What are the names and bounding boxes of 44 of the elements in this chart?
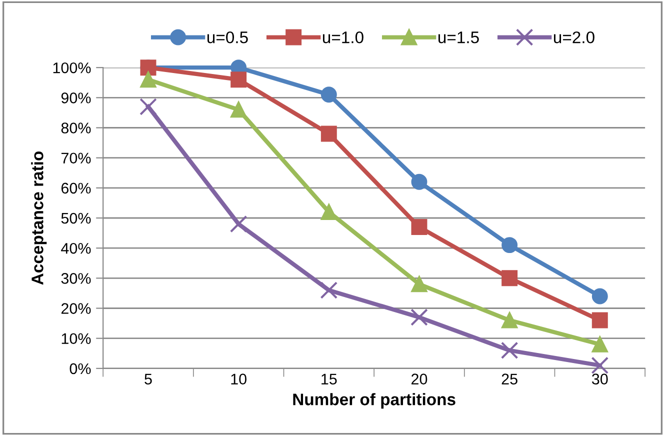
y-tick-label: 70%: [61, 152, 91, 164]
legend-label: u=1.0: [322, 31, 364, 44]
point: [320, 86, 337, 103]
point: [502, 312, 518, 328]
point: [592, 312, 608, 328]
legend-label: u=1.5: [438, 32, 479, 44]
point: [502, 237, 518, 254]
x-axis-title: Number of partitions: [293, 393, 456, 409]
y-tick-label: 30%: [61, 273, 91, 284]
x-tick-label: 10: [231, 374, 246, 385]
point: [230, 72, 247, 88]
point: [502, 270, 518, 286]
point: [411, 174, 428, 190]
y-tick-label: 20%: [61, 303, 91, 314]
point: [592, 288, 608, 304]
point: [592, 336, 608, 352]
y-tick-label: 60%: [61, 182, 91, 194]
point: [230, 102, 247, 118]
point: [230, 215, 248, 233]
point: [320, 282, 338, 299]
point: [411, 276, 428, 292]
point: [500, 342, 518, 360]
point: [320, 126, 337, 142]
y-tick-label: 50%: [61, 212, 91, 224]
x-tick-label: 25: [502, 374, 518, 385]
y-tick-label: 40%: [61, 242, 91, 254]
y-axis-title: Acceptance ratio: [31, 151, 47, 285]
x-tick-label: 30: [592, 374, 608, 385]
legend-label: u=2.0: [554, 31, 594, 44]
y-tick-label: 100%: [53, 62, 91, 74]
point: [140, 98, 157, 116]
point: [140, 72, 156, 88]
x-tick-label: 20: [412, 374, 428, 385]
y-tick-label: 90%: [61, 92, 91, 104]
point: [410, 308, 428, 326]
point: [591, 356, 609, 374]
y-tick-label: 10%: [62, 333, 91, 344]
y-tick-label: 80%: [61, 122, 91, 134]
x-tick-label: 5: [144, 374, 152, 385]
legend-label: u=0.5: [207, 31, 248, 44]
x-tick-label: 15: [322, 374, 337, 385]
point: [320, 204, 337, 220]
y-tick-label: 0%: [70, 363, 91, 374]
point: [411, 219, 428, 236]
